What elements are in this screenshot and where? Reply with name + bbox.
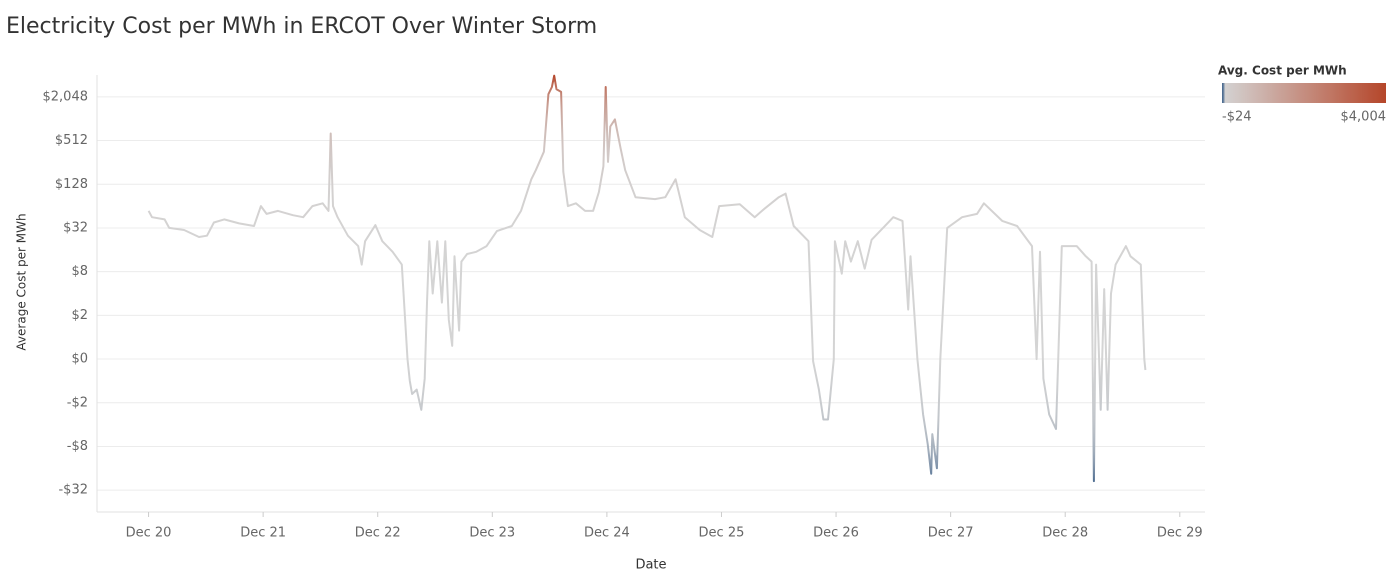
legend-color-bar	[1222, 83, 1386, 103]
y-tick-label: $0	[71, 352, 88, 367]
y-axis-label: Average Cost per MWh	[15, 213, 29, 350]
x-tick-label: Dec 28	[1042, 526, 1088, 541]
legend-min-label: -$24	[1222, 110, 1252, 125]
x-tick-label: Dec 24	[584, 526, 630, 541]
y-tick-label: $512	[55, 133, 88, 148]
x-tick-label: Dec 22	[355, 526, 401, 541]
y-tick-label: $2,048	[43, 89, 89, 104]
x-tick-label: Dec 25	[699, 526, 745, 541]
chart-title: Electricity Cost per MWh in ERCOT Over W…	[6, 14, 597, 39]
data-line	[147, 74, 1147, 483]
y-tick-label: -$8	[67, 439, 88, 454]
x-tick-label: Dec 26	[813, 526, 859, 541]
legend-max-label: $4,004	[1341, 110, 1387, 125]
y-tick-label: $128	[55, 177, 88, 192]
x-tick-label: Dec 23	[469, 526, 515, 541]
x-tick-label: Dec 27	[928, 526, 974, 541]
x-axis-label: Date	[635, 558, 666, 573]
legend-title: Avg. Cost per MWh	[1218, 64, 1347, 78]
y-tick-label: -$32	[58, 483, 88, 498]
y-tick-label: -$2	[67, 395, 88, 410]
y-tick-label: $32	[63, 220, 88, 235]
y-tick-label: $2	[71, 308, 88, 323]
y-tick-label: $8	[71, 264, 88, 279]
x-tick-label: Dec 20	[126, 526, 172, 541]
x-tick-label: Dec 21	[240, 526, 286, 541]
x-tick-label: Dec 29	[1157, 526, 1203, 541]
